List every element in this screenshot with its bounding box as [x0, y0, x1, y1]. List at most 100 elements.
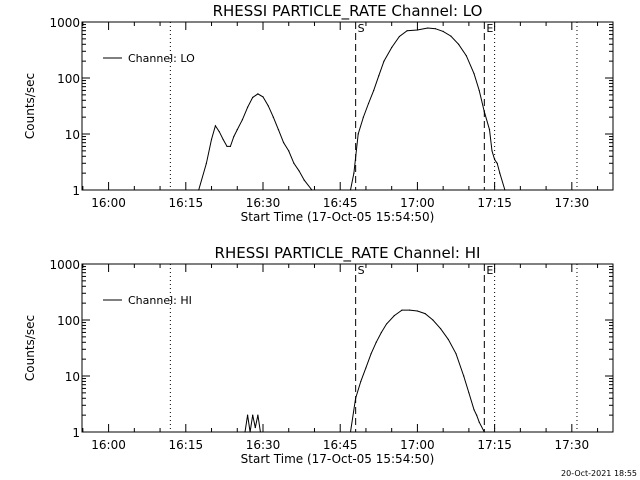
data-point	[218, 131, 220, 133]
x-tick-label: 16:45	[323, 438, 358, 452]
footer-timestamp: 20-Oct-2021 18:55	[561, 469, 637, 478]
data-point	[457, 43, 460, 45]
data-point	[298, 170, 300, 172]
series-points	[244, 309, 485, 433]
data-point	[496, 162, 498, 164]
data-point	[463, 375, 465, 377]
data-point	[205, 162, 207, 164]
hi-channel-panel: RHESSI PARTICLE_RATE Channel: HI 1 10 100 10…	[23, 244, 614, 466]
plot-frame	[81, 263, 614, 433]
y-tick-label: 1000	[49, 258, 80, 272]
x-tick-label: 16:00	[91, 438, 126, 452]
data-point	[504, 189, 506, 191]
y-tick-label: 10	[65, 128, 80, 142]
interval-marker-label: E	[486, 264, 493, 277]
data-point	[416, 29, 419, 31]
x-axis-label: Start Time (17-Oct-05 15:54:50)	[241, 452, 435, 466]
data-point	[378, 75, 380, 77]
data-point	[483, 111, 485, 113]
interval-marker-label: E	[486, 22, 493, 35]
y-axis-label: Counts/sec	[23, 315, 37, 381]
data-point	[362, 116, 364, 118]
series-points	[198, 27, 506, 191]
x-tick-label: 16:15	[169, 438, 204, 452]
data-point	[442, 30, 444, 32]
x-tick-label: 17:00	[400, 438, 435, 452]
data-point	[229, 145, 232, 148]
data-point	[198, 189, 200, 191]
data-point	[367, 102, 370, 105]
x-tick-label: 17:00	[400, 196, 435, 210]
data-point	[473, 72, 475, 75]
data-point	[353, 172, 355, 174]
x-tick-label: 17:15	[477, 438, 512, 452]
data-point	[439, 328, 442, 330]
x-axis-label: Start Time (17-Oct-05 15:54:50)	[241, 210, 435, 224]
interval-marker-label: S	[358, 22, 365, 35]
data-point	[494, 158, 496, 161]
data-point	[293, 162, 295, 164]
data-point	[257, 414, 259, 416]
data-point	[259, 431, 262, 433]
data-point	[450, 35, 452, 37]
data-point	[246, 106, 249, 108]
data-point	[257, 93, 259, 95]
data-point	[349, 431, 352, 433]
data-point	[214, 125, 216, 127]
data-point	[465, 55, 467, 57]
data-point	[499, 172, 501, 174]
data-point	[288, 150, 290, 152]
data-point	[272, 116, 274, 118]
y-tick-label: 1	[72, 184, 80, 198]
data-point	[252, 96, 254, 99]
data-point	[375, 341, 377, 343]
y-axis-label: Counts/sec	[23, 73, 37, 139]
data-point	[406, 30, 408, 32]
data-point	[473, 409, 475, 411]
data-point	[311, 189, 313, 191]
y-tick-label: 100	[57, 72, 80, 86]
lo-channel-panel: RHESSI PARTICLE_RATE Channel: LO 1 10 100 10…	[23, 2, 614, 224]
data-point	[365, 367, 367, 369]
data-point	[210, 138, 213, 141]
data-point	[427, 27, 429, 29]
data-point	[222, 138, 224, 141]
data-point	[391, 46, 393, 49]
series-line	[244, 309, 485, 433]
data-point	[373, 89, 375, 92]
legend: Channel: HI	[103, 294, 192, 307]
data-point	[241, 119, 244, 121]
data-point	[282, 142, 285, 144]
x-tick-label: 16:30	[246, 438, 281, 452]
x-tick-label: 17:30	[555, 438, 590, 452]
data-point	[349, 189, 352, 191]
data-point	[424, 313, 426, 315]
data-point	[468, 392, 470, 394]
data-point	[249, 431, 251, 433]
legend: Channel: LO	[103, 52, 195, 65]
data-point	[357, 133, 359, 135]
data-point	[416, 310, 419, 312]
y-tick-label: 10	[65, 370, 80, 384]
data-point	[303, 179, 305, 181]
data-point	[478, 421, 480, 423]
data-point	[233, 135, 235, 138]
data-point	[380, 331, 382, 334]
data-point	[254, 426, 256, 429]
chart-title: RHESSI PARTICLE_RATE Channel: LO	[213, 2, 483, 21]
interval-marker-label: S	[358, 264, 365, 277]
data-point	[370, 353, 372, 355]
data-point	[226, 145, 228, 148]
data-point	[401, 309, 403, 311]
data-point	[476, 414, 478, 416]
x-tick-label: 16:15	[169, 196, 204, 210]
x-tick-label: 17:30	[555, 196, 590, 210]
data-point	[252, 414, 254, 416]
legend-entry: Channel: LO	[128, 52, 195, 65]
series-line	[198, 27, 506, 191]
data-point	[383, 60, 385, 62]
data-point	[447, 338, 449, 341]
data-point	[409, 309, 411, 311]
data-point	[432, 319, 434, 321]
